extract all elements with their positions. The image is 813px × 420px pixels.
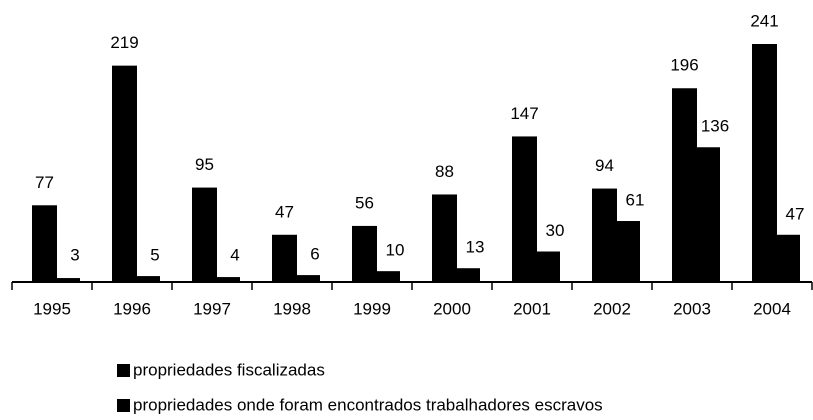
- data-label: 88: [435, 162, 454, 181]
- data-label: 30: [546, 221, 565, 240]
- x-tick-label: 1997: [193, 299, 231, 318]
- data-label: 6: [310, 245, 319, 264]
- x-tick-label: 2003: [673, 299, 711, 318]
- data-label: 3: [70, 245, 79, 264]
- data-label: 219: [110, 33, 138, 52]
- data-label: 4: [230, 245, 239, 264]
- bar: [537, 251, 560, 281]
- data-label: 196: [670, 56, 698, 75]
- bar: [137, 276, 160, 281]
- bar: [512, 136, 537, 281]
- x-tick-label: 1996: [113, 299, 151, 318]
- x-tick-label: 2001: [513, 299, 551, 318]
- x-tick-label: 1995: [33, 299, 71, 318]
- bar: [112, 65, 137, 281]
- x-tick-label: 2002: [593, 299, 631, 318]
- x-tick-label: 1999: [353, 299, 391, 318]
- bar: [592, 188, 617, 281]
- data-label: 61: [626, 190, 645, 209]
- data-label: 94: [595, 156, 614, 175]
- bar: [617, 221, 640, 281]
- data-label: 77: [35, 173, 54, 192]
- bar: [752, 44, 777, 281]
- data-label: 241: [750, 11, 778, 30]
- bar: [297, 275, 320, 281]
- bar: [272, 234, 297, 281]
- data-label: 47: [275, 202, 294, 221]
- bar: [57, 278, 80, 281]
- x-tick-label: 1998: [273, 299, 311, 318]
- bar: [777, 234, 800, 281]
- data-label: 10: [386, 241, 405, 260]
- x-tick-label: 2000: [433, 299, 471, 318]
- bar: [32, 205, 57, 281]
- data-label: 147: [510, 104, 538, 123]
- data-label: 5: [150, 245, 159, 264]
- data-label: 13: [466, 238, 485, 257]
- data-label: 136: [701, 117, 729, 136]
- data-label: 95: [195, 155, 214, 174]
- bar: [352, 225, 377, 281]
- bar: [192, 187, 217, 281]
- x-tick-label: 2004: [753, 299, 791, 318]
- data-label: 56: [355, 193, 374, 212]
- bar: [217, 277, 240, 281]
- data-label: 47: [786, 204, 805, 223]
- legend-swatch: [117, 364, 130, 377]
- bar: [432, 194, 457, 281]
- legend-label: propriedades onde foram encontrados trab…: [133, 395, 603, 414]
- bar: [697, 147, 720, 281]
- bar: [457, 268, 480, 281]
- legend-label: propriedades fiscalizadas: [133, 360, 325, 379]
- bar: [672, 88, 697, 281]
- legend-swatch: [117, 399, 130, 412]
- bar: [377, 271, 400, 281]
